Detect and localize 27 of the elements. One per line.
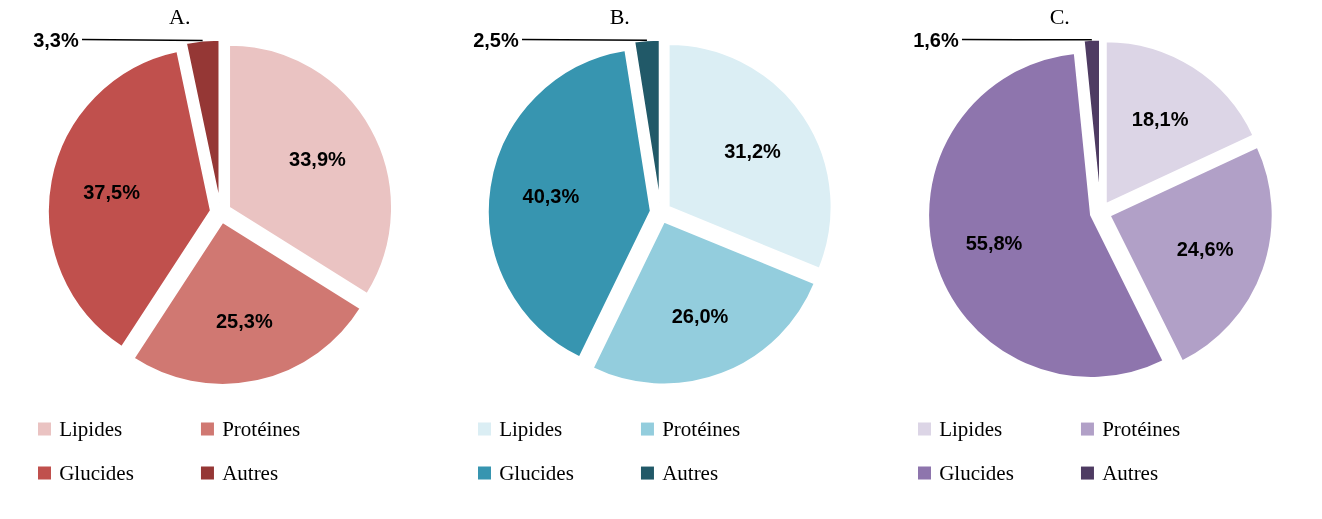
legend-label: Lipides: [59, 417, 123, 442]
legend-label: Protéines: [1102, 417, 1181, 442]
chart-title: A.: [169, 4, 191, 30]
data-label: 18,1%: [1131, 107, 1189, 130]
data-label: 1,6%: [913, 28, 959, 51]
data-label: 33,9%: [289, 147, 347, 170]
legend-label: Lipides: [499, 417, 563, 442]
chart-title: C.: [1049, 4, 1070, 30]
chart-title: B.: [609, 4, 630, 30]
data-label: 37,5%: [83, 180, 141, 203]
data-label: 25,3%: [215, 309, 273, 332]
data-label: 40,3%: [522, 185, 580, 208]
data-label: 3,3%: [33, 28, 79, 51]
legend-label: Lipides: [939, 417, 1003, 442]
data-label: 55,8%: [965, 232, 1023, 255]
data-label: 26,0%: [671, 304, 729, 327]
legend-label: Glucides: [939, 461, 1014, 486]
legend-label: Protéines: [662, 417, 741, 442]
legend-label: Glucides: [499, 461, 574, 486]
legend-label: Autres: [222, 461, 279, 486]
data-label: 31,2%: [724, 139, 782, 162]
legend-label: Glucides: [59, 461, 134, 486]
legend-label: Autres: [662, 461, 719, 486]
data-label: 2,5%: [473, 28, 519, 51]
data-label: 24,6%: [1176, 238, 1234, 261]
legend-label: Protéines: [222, 417, 301, 442]
legend-label: Autres: [1102, 461, 1159, 486]
